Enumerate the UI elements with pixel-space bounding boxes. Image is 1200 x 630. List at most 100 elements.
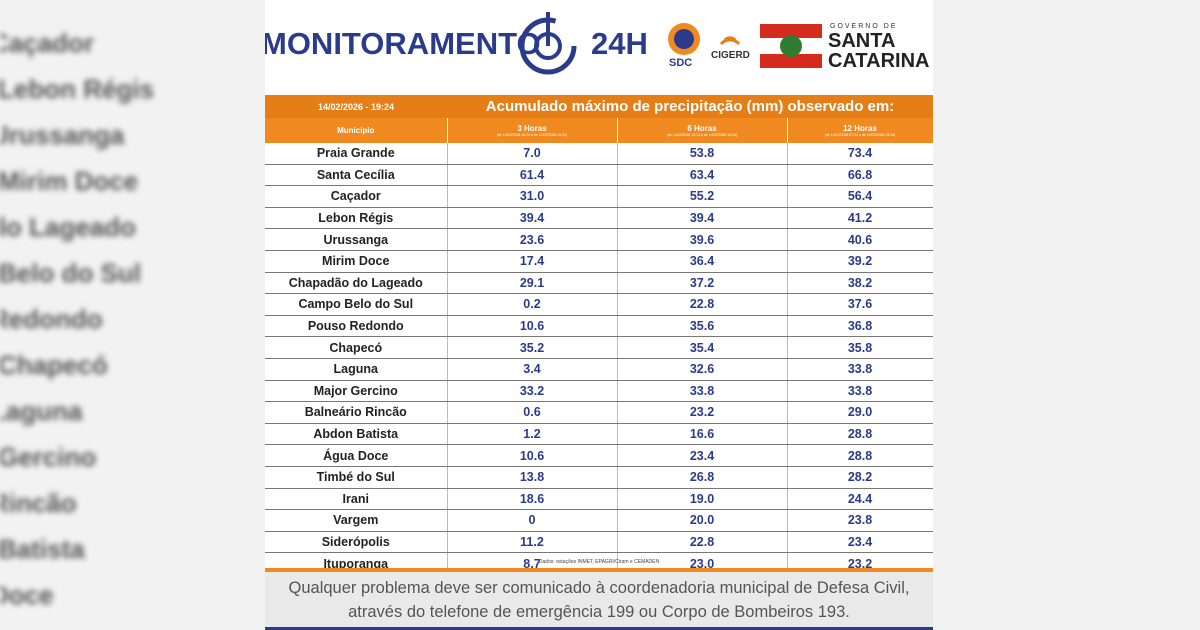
value-cell: 39.2 — [787, 250, 933, 273]
sdc-label: SDC — [669, 57, 693, 69]
value-cell: 1.2 — [447, 423, 618, 446]
background-text: Rincão — [0, 488, 77, 518]
municipality-cell: Vargem — [265, 509, 448, 532]
brand: MONITORAMENTO — [265, 26, 541, 61]
column-note: (de 14/02/2026 07:24 a de 14/02/2026 19:… — [824, 133, 896, 137]
table-row: Campo Belo do Sul 0.2 22.8 37.6 — [265, 293, 933, 316]
value-cell: 13.8 — [447, 466, 618, 489]
gov-small: GOVERNO DE — [830, 23, 898, 30]
column-name: Município — [337, 126, 375, 135]
brand-suffix: 24H — [591, 26, 648, 61]
sdc-logo — [668, 23, 700, 55]
value-cell: 39.4 — [447, 207, 618, 230]
value-cell: 73.4 — [787, 143, 933, 165]
municipality-cell: Mirim Doce — [265, 250, 448, 273]
table-row: Lebon Régis 39.4 39.4 41.2 — [265, 207, 933, 230]
value-cell: 39.6 — [617, 228, 788, 251]
value-cell: 23.4 — [617, 444, 788, 467]
municipality-cell: Timbé do Sul — [265, 466, 448, 489]
municipality-cell: Major Gercino — [265, 380, 448, 403]
cigerd-logo — [719, 36, 741, 46]
column-name: 12 Horas — [843, 124, 877, 133]
value-cell: 20.0 — [617, 509, 788, 532]
background-text: do Lageado — [0, 212, 136, 242]
value-cell: 23.8 — [787, 509, 933, 532]
background-text: Urussanga — [0, 120, 125, 150]
table-row: Vargem 0 20.0 23.8 — [265, 509, 933, 532]
value-cell: 7.0 — [447, 143, 618, 165]
background-text: Batista — [0, 534, 85, 564]
value-cell: 17.4 — [447, 250, 618, 273]
value-cell: 0.2 — [447, 293, 618, 316]
background-text: Gercino — [0, 442, 97, 472]
table-row: Laguna 3.4 32.6 33.8 — [265, 358, 933, 381]
value-cell: 23.4 — [787, 531, 933, 554]
value-cell: 35.6 — [617, 315, 788, 338]
value-cell: 61.4 — [447, 164, 618, 187]
sc-flag — [760, 24, 822, 68]
source: Dados: estações INMET, EPAGRI/Ciram e CE… — [538, 559, 660, 565]
value-cell: 0 — [447, 509, 618, 532]
value-cell: 28.8 — [787, 444, 933, 467]
value-cell: 11.2 — [447, 531, 618, 554]
municipality-cell: Santa Cecília — [265, 164, 448, 187]
municipality-cell: Abdon Batista — [265, 423, 448, 446]
column-name: 3 Horas — [517, 124, 547, 133]
municipality-cell: Chapadão do Lageado — [265, 272, 448, 295]
value-cell: 28.8 — [787, 423, 933, 446]
value-cell: 0.6 — [447, 401, 618, 424]
background-text: Laguna — [0, 396, 83, 426]
value-cell: 56.4 — [787, 185, 933, 208]
table-row: Timbé do Sul 13.8 26.8 28.2 — [265, 466, 933, 489]
table-row: Urussanga 23.6 39.6 40.6 — [265, 228, 933, 251]
value-cell: 16.6 — [617, 423, 788, 446]
table-title: Acumulado máximo de precipitação (mm) ob… — [447, 95, 933, 118]
table-row: Chapecó 35.2 35.4 35.8 — [265, 336, 933, 359]
table-row: Chapadão do Lageado 29.1 37.2 38.2 — [265, 272, 933, 295]
value-cell: 63.4 — [617, 164, 788, 187]
panel: MONITORAMENTO 24H SDC CIGERD GOVERNO DE … — [265, 0, 933, 630]
value-cell: 36.8 — [787, 315, 933, 338]
value-cell: 35.8 — [787, 336, 933, 359]
value-cell: 35.4 — [617, 336, 788, 359]
data-table: 14/02/2026 - 19:24 Acumulado máximo de p… — [265, 95, 933, 575]
gov-line2: CATARINA — [828, 50, 930, 72]
value-cell: 23.6 — [447, 228, 618, 251]
value-cell: 29.0 — [787, 401, 933, 424]
table-row: Caçador 31.0 55.2 56.4 — [265, 185, 933, 208]
date: 14/02/2026 - 19:24 — [265, 95, 447, 118]
value-cell: 19.0 — [617, 488, 788, 511]
value-cell: 18.6 — [447, 488, 618, 511]
table-row: Água Doce 10.6 23.4 28.8 — [265, 444, 933, 467]
cigerd-label: CIGERD — [711, 50, 750, 61]
value-cell: 31.0 — [447, 185, 618, 208]
value-cell: 33.8 — [787, 380, 933, 403]
municipality-cell: Caçador — [265, 185, 448, 208]
value-cell: 28.2 — [787, 466, 933, 489]
value-cell: 22.8 — [617, 293, 788, 316]
municipality-cell: Siderópolis — [265, 531, 448, 554]
column-row: Município 3 Horas (de 14/02/2026 16:24 a d… — [265, 118, 933, 143]
value-cell: 66.8 — [787, 164, 933, 187]
municipality-cell: Água Doce — [265, 444, 448, 467]
title-row: 14/02/2026 - 19:24 Acumulado máximo de p… — [265, 95, 933, 118]
value-cell: 3.4 — [447, 358, 618, 381]
table-row: Praia Grande 7.0 53.8 73.4 — [265, 143, 933, 165]
municipality-cell: Laguna — [265, 358, 448, 381]
value-cell: 24.4 — [787, 488, 933, 511]
table-row: Mirim Doce 17.4 36.4 39.2 — [265, 250, 933, 273]
footer: Qualquer problema deve ser comunicado à … — [265, 572, 933, 627]
value-cell: 36.4 — [617, 250, 788, 273]
footer-line: através do telefone de emergência 199 ou… — [348, 603, 850, 621]
table-row: Abdon Batista 1.2 16.6 28.8 — [265, 423, 933, 446]
table-row: Pouso Redondo 10.6 35.6 36.8 — [265, 315, 933, 338]
column-header: Município — [265, 118, 448, 143]
value-cell: 39.4 — [617, 207, 788, 230]
value-cell: 10.6 — [447, 315, 618, 338]
column-note: (de 14/02/2026 16:24 a de 14/02/2026 19:… — [496, 133, 568, 137]
municipality-cell: Lebon Régis — [265, 207, 448, 230]
municipality-cell: Pouso Redondo — [265, 315, 448, 338]
value-cell: 38.2 — [787, 272, 933, 295]
